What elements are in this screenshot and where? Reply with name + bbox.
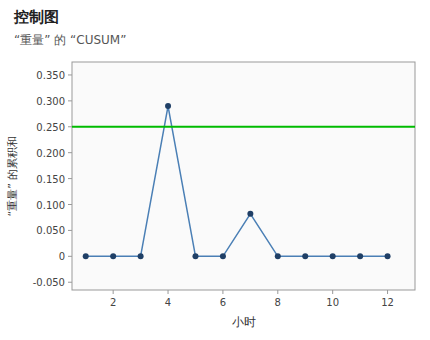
y-axis-label: “重量” 的累积和 xyxy=(6,136,19,217)
data-point xyxy=(165,103,171,109)
subtitle: “重量” 的 “CUSUM” xyxy=(14,33,126,47)
chart: 控制图 “重量” 的 “CUSUM” -0.050 0 0.050 0.100 0.150 0… xyxy=(0,0,430,340)
data-point xyxy=(247,211,253,217)
y-tick-label: 0.150 xyxy=(36,174,65,185)
y-tick xyxy=(68,178,72,179)
data-line xyxy=(86,106,388,256)
x-tick-label: 10 xyxy=(326,297,339,308)
x-tick xyxy=(113,290,114,294)
x-tick-label: 6 xyxy=(220,297,226,308)
x-tick xyxy=(222,290,223,294)
x-tick-label: 2 xyxy=(110,297,116,308)
control-limit xyxy=(72,126,415,128)
data-point xyxy=(110,253,116,259)
y-tick xyxy=(68,230,72,231)
data-point xyxy=(302,253,308,259)
x-tick xyxy=(387,290,388,294)
x-tick-label: 12 xyxy=(381,297,394,308)
y-tick xyxy=(68,204,72,205)
y-tick-label: 0.100 xyxy=(36,200,65,211)
y-tick-label: 0.200 xyxy=(36,148,65,159)
y-tick xyxy=(68,100,72,101)
y-tick xyxy=(68,126,72,127)
y-tick-label: 0.350 xyxy=(36,70,65,81)
data-point xyxy=(330,253,336,259)
x-tick-label: 4 xyxy=(165,297,171,308)
plot-frame xyxy=(72,62,415,290)
y-tick xyxy=(68,256,72,257)
data-point xyxy=(357,253,363,259)
data-point xyxy=(275,253,281,259)
x-tick xyxy=(332,290,333,294)
y-tick-label: -0.050 xyxy=(33,277,65,288)
y-tick-label: 0 xyxy=(59,251,65,262)
data-point xyxy=(83,253,89,259)
y-tick xyxy=(68,152,72,153)
x-tick-label: 8 xyxy=(275,297,281,308)
x-axis-label: 小时 xyxy=(232,315,256,329)
plot-area xyxy=(72,103,415,259)
x-tick xyxy=(168,290,169,294)
data-point xyxy=(192,253,198,259)
y-tick-label: 0.250 xyxy=(36,122,65,133)
title: 控制图 xyxy=(13,8,59,26)
y-tick xyxy=(68,74,72,75)
y-tick-label: 0.300 xyxy=(36,96,65,107)
x-tick xyxy=(277,290,278,294)
data-point xyxy=(138,253,144,259)
y-tick xyxy=(68,282,72,283)
y-tick-label: 0.050 xyxy=(36,225,65,236)
data-point xyxy=(220,253,226,259)
data-point xyxy=(385,253,391,259)
